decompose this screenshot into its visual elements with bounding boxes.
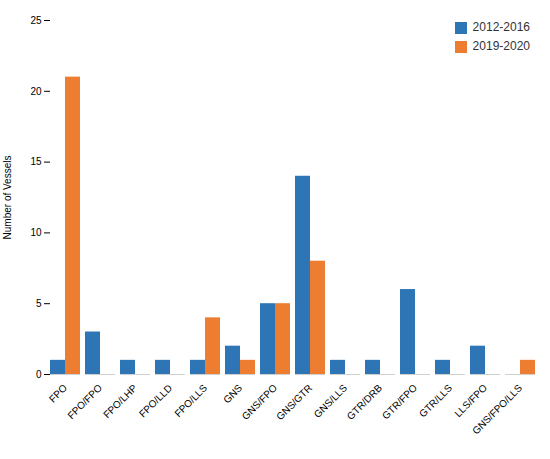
svg-text:20: 20 <box>30 86 42 97</box>
svg-text:GNS/LLS: GNS/LLS <box>311 382 350 420</box>
svg-text:10: 10 <box>30 227 42 238</box>
svg-text:LLS/FPO: LLS/FPO <box>452 382 490 420</box>
svg-text:GNS/GTR: GNS/GTR <box>274 382 314 422</box>
svg-text:GNS: GNS <box>221 382 244 405</box>
svg-text:Number of Vessels: Number of Vessels <box>2 156 13 240</box>
html-text:2019-2020: 2019-2020 <box>472 39 530 54</box>
svg-text:15: 15 <box>30 156 42 167</box>
svg-text:25: 25 <box>30 15 42 26</box>
svg-text:FPO/FPO: FPO/FPO <box>65 382 104 421</box>
svg-text:GTR/LLS: GTR/LLS <box>417 382 454 419</box>
svg-text:FPO: FPO <box>47 382 69 404</box>
svg-text:FPO/LLD: FPO/LLD <box>137 382 174 419</box>
svg-text:GNS/FPO/LLS: GNS/FPO/LLS <box>470 382 524 436</box>
svg-text:GNS/FPO: GNS/FPO <box>240 382 280 422</box>
svg-text:5: 5 <box>36 298 42 309</box>
svg-text:FPO/LLS: FPO/LLS <box>172 382 209 419</box>
html-text:2012-2016: 2012-2016 <box>472 20 530 34</box>
svg-text:FPO/LHP: FPO/LHP <box>101 382 139 420</box>
svg-text:0: 0 <box>36 369 42 380</box>
svg-text:GTR/DRB: GTR/DRB <box>345 382 385 422</box>
svg-text:GTR/FPO: GTR/FPO <box>380 382 419 421</box>
